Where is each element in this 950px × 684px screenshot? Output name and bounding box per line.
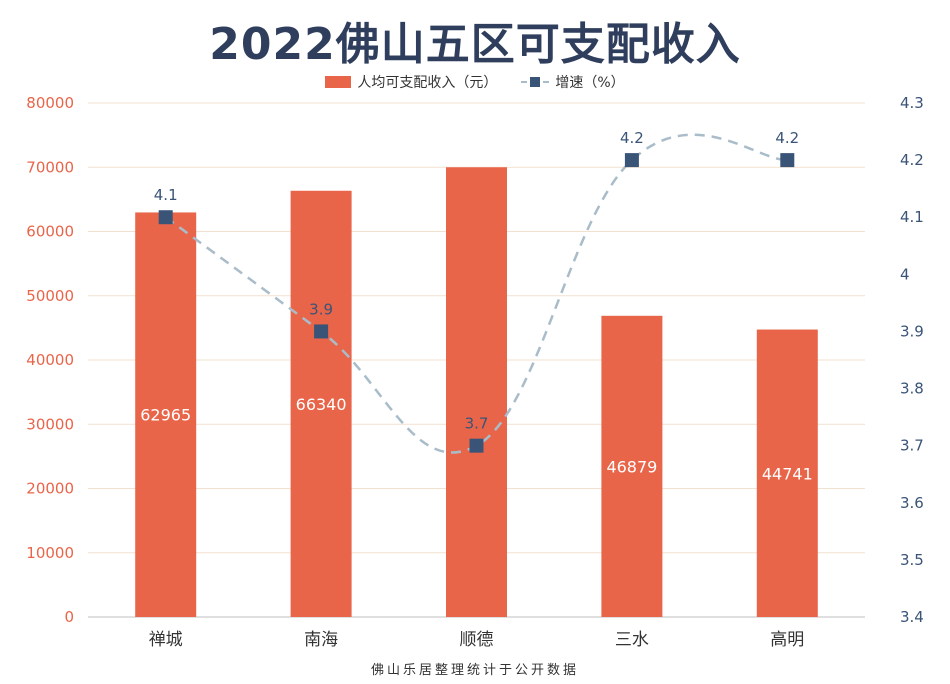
growth-line xyxy=(164,133,788,454)
right-axis-tick-label: 3.4 xyxy=(900,608,924,626)
growth-value-label: 4.1 xyxy=(154,186,178,204)
left-axis-tick-label: 60000 xyxy=(26,223,74,241)
growth-point xyxy=(158,210,173,225)
bar xyxy=(446,167,507,617)
legend-label-income: 人均可支配收入（元） xyxy=(357,75,498,91)
bar-value-label: 62965 xyxy=(140,406,191,425)
growth-value-label: 4.2 xyxy=(620,129,644,147)
category-label: 南海 xyxy=(304,630,338,650)
growth-point xyxy=(780,153,795,168)
growth-value-label: 4.2 xyxy=(775,129,799,147)
left-axis-tick-label: 30000 xyxy=(26,415,74,433)
right-axis-tick-label: 3.8 xyxy=(900,380,924,398)
legend-item-income: 人均可支配收入（元） xyxy=(325,72,497,92)
bar-value-label: 44741 xyxy=(762,464,813,483)
right-axis-tick-label: 3.9 xyxy=(900,322,924,340)
left-axis-tick-label: 0 xyxy=(64,608,74,626)
right-axis-tick-label: 4.3 xyxy=(900,94,924,112)
legend-line-swatch xyxy=(521,76,550,88)
source-note: 佛山乐居整理统计于公开数据 xyxy=(370,663,579,678)
bar xyxy=(601,315,663,617)
legend-bar-swatch xyxy=(325,76,352,88)
left-axis-tick-label: 40000 xyxy=(26,351,74,369)
legend-label-growth: 增速（%） xyxy=(555,75,625,91)
growth-point xyxy=(314,324,329,339)
right-axis-tick-label: 3.7 xyxy=(900,437,924,455)
right-axis-tick-label: 4.2 xyxy=(900,151,924,169)
chart-title: 2022佛山五区可支配收入 xyxy=(209,19,741,70)
category-label: 禅城 xyxy=(149,630,183,650)
right-axis-tick-label: 4 xyxy=(900,265,910,283)
left-axis-tick-label: 80000 xyxy=(26,94,74,112)
growth-value-label: 3.7 xyxy=(465,415,489,433)
left-axis-tick-label: 50000 xyxy=(26,287,74,305)
growth-value-label: 3.9 xyxy=(309,300,333,318)
growth-point xyxy=(469,438,484,453)
legend: 人均可支配收入（元） 增速（%） xyxy=(0,72,950,92)
category-label: 三水 xyxy=(615,630,649,650)
growth-point xyxy=(624,153,639,168)
right-axis-tick-label: 3.6 xyxy=(900,494,924,512)
bar xyxy=(756,329,818,617)
left-axis-tick-label: 10000 xyxy=(26,544,74,562)
legend-item-growth: 增速（%） xyxy=(521,72,625,92)
bar-value-label: 66340 xyxy=(296,395,347,414)
right-axis-tick-label: 4.1 xyxy=(900,208,924,226)
bar xyxy=(135,212,197,617)
left-axis-tick-label: 70000 xyxy=(26,158,74,176)
left-axis-tick-label: 20000 xyxy=(26,480,74,498)
bar xyxy=(290,190,352,617)
bar-value-label: 46879 xyxy=(606,457,657,476)
right-axis-tick-label: 3.5 xyxy=(900,551,924,569)
category-label: 顺德 xyxy=(460,630,494,650)
category-label: 高明 xyxy=(770,630,804,650)
